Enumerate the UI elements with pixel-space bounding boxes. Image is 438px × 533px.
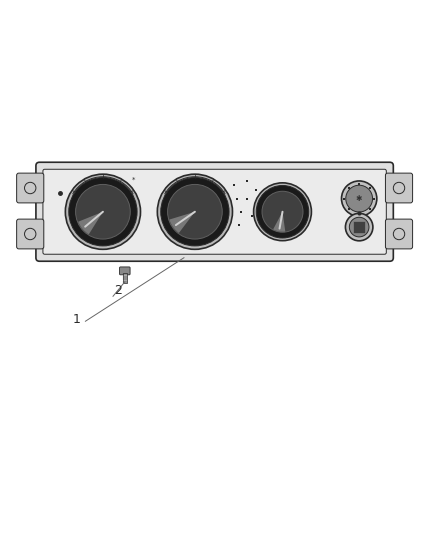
FancyBboxPatch shape — [17, 173, 44, 203]
Circle shape — [262, 191, 303, 232]
Bar — [353, 221, 365, 233]
Circle shape — [157, 174, 233, 249]
Circle shape — [65, 174, 141, 249]
FancyBboxPatch shape — [17, 219, 44, 249]
Text: ✱: ✱ — [356, 194, 362, 203]
Wedge shape — [78, 212, 103, 235]
Circle shape — [342, 181, 377, 216]
FancyBboxPatch shape — [36, 162, 393, 261]
FancyBboxPatch shape — [385, 173, 413, 203]
Circle shape — [346, 213, 373, 241]
Circle shape — [76, 184, 130, 239]
Text: 2: 2 — [114, 284, 122, 297]
Circle shape — [168, 184, 222, 239]
Text: *: * — [132, 176, 135, 182]
Wedge shape — [273, 212, 285, 232]
Circle shape — [256, 185, 309, 238]
Wedge shape — [170, 212, 195, 233]
FancyBboxPatch shape — [120, 267, 130, 275]
Circle shape — [69, 177, 137, 246]
FancyBboxPatch shape — [385, 219, 413, 249]
FancyBboxPatch shape — [43, 169, 386, 254]
Circle shape — [350, 217, 369, 237]
Bar — [123, 273, 127, 282]
Circle shape — [346, 185, 373, 212]
Circle shape — [254, 183, 311, 241]
Circle shape — [161, 177, 229, 246]
Text: 1: 1 — [73, 312, 81, 326]
